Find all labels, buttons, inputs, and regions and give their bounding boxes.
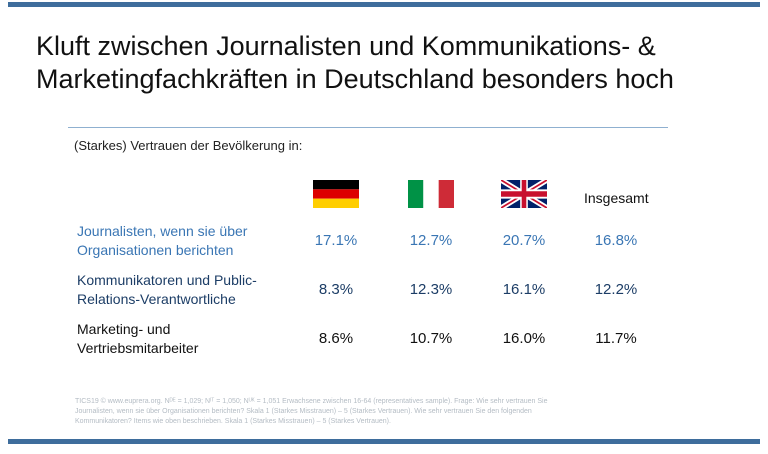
value-communicators-italy: 12.3% (409, 281, 453, 298)
value-communicators-total: 12.2% (594, 281, 638, 298)
header-rule (68, 127, 668, 128)
value-marketing-total: 11.7% (595, 330, 637, 347)
slide-title-line-2: Marketingfachkräften in Deutschland beso… (36, 64, 674, 94)
row-label-communicators: Kommunikatoren und Public- Relations-Ver… (77, 271, 302, 309)
row-label-marketing: Marketing- und Vertriebsmitarbeiter (77, 320, 302, 358)
value-journalists-germany: 17.1% (314, 232, 358, 249)
value-communicators-germany: 8.3% (318, 281, 354, 298)
row-label-line-2: Relations-Verantwortliche (77, 291, 236, 307)
footnote-line-2: Journalisten, wenn sie über Organisation… (75, 408, 532, 415)
flag-italy-icon (408, 180, 454, 208)
footnote-line-1: TICS19 © www.euprera.org. Nᴰᴱ = 1,029; N… (75, 398, 548, 405)
row-label-line-1: Marketing- und (77, 321, 171, 337)
footnote-line-3: Kommunikatoren? Items wie oben beschrieb… (75, 418, 391, 425)
value-marketing-germany: 8.6% (318, 330, 354, 347)
top-accent-bar (8, 2, 760, 7)
slide-title: Kluft zwischen Journalisten und Kommunik… (36, 30, 756, 96)
flag-uk-icon (501, 180, 547, 208)
row-label-line-2: Vertriebsmitarbeiter (77, 340, 199, 356)
row-label-line-2: Organisationen berichten (77, 242, 234, 258)
row-label-line-1: Journalisten, wenn sie über (77, 223, 248, 239)
value-journalists-italy: 12.7% (409, 232, 453, 249)
value-marketing-italy: 10.7% (409, 330, 453, 347)
column-header-total: Insgesamt (584, 190, 649, 206)
value-marketing-uk: 16.0% (502, 330, 546, 347)
row-label-journalists: Journalisten, wenn sie über Organisation… (77, 222, 302, 260)
table-subtitle: (Starkes) Vertrauen der Bevölkerung in: (74, 138, 303, 153)
source-footnote: TICS19 © www.euprera.org. Nᴰᴱ = 1,029; N… (75, 397, 675, 427)
flag-germany-icon (313, 180, 359, 208)
value-communicators-uk: 16.1% (502, 281, 546, 298)
value-journalists-uk: 20.7% (502, 232, 546, 249)
row-label-line-1: Kommunikatoren und Public- (77, 272, 257, 288)
bottom-accent-bar (8, 439, 760, 444)
value-journalists-total: 16.8% (594, 232, 638, 249)
slide-title-line-1: Kluft zwischen Journalisten und Kommunik… (36, 31, 656, 61)
